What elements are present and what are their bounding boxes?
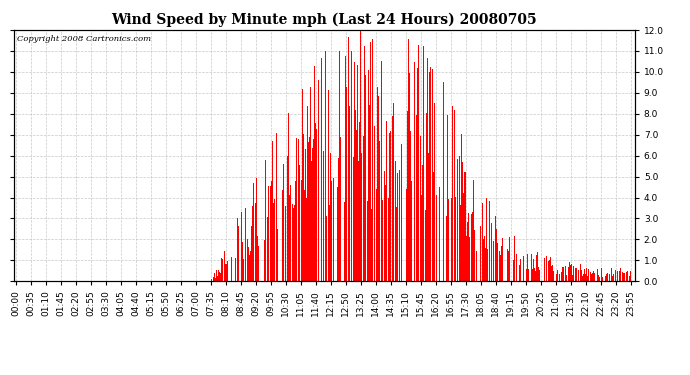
Title: Wind Speed by Minute mph (Last 24 Hours) 20080705: Wind Speed by Minute mph (Last 24 Hours)… (112, 13, 537, 27)
Text: Copyright 2008 Cartronics.com: Copyright 2008 Cartronics.com (17, 35, 151, 43)
